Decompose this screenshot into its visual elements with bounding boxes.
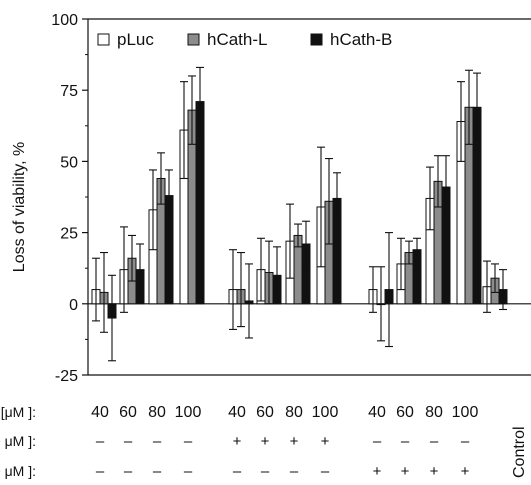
condition-value: 80 [148,404,166,421]
condition-value: – [430,433,439,450]
legend-label: hCath-L [207,30,267,49]
condition-value: + [430,463,439,480]
condition-value: 80 [285,404,303,421]
y-tick-label: 50 [60,154,78,171]
y-tick-label: -25 [55,368,78,385]
condition-value: + [401,463,410,480]
condition-value: – [124,433,133,450]
condition-value: 60 [396,404,414,421]
condition-value: + [233,433,242,450]
condition-value: 100 [452,404,479,421]
condition-value: – [373,433,382,450]
legend-label: pLuc [117,30,154,49]
legend: pLuc hCath-L hCath-B [97,30,392,49]
legend-swatch [310,33,323,46]
condition-value: 100 [312,404,339,421]
control-label: Control [511,426,528,478]
y-tick-label: 75 [60,83,78,100]
condition-row-label: HCl [μM ]: [0,404,36,420]
legend-label: hCath-B [330,30,392,49]
condition-value: – [321,463,330,480]
legend-swatch [187,33,200,46]
condition-value: + [290,433,299,450]
condition-value: – [401,433,410,450]
condition-value: – [184,463,193,480]
condition-value: 40 [91,404,109,421]
condition-value: 60 [256,404,274,421]
condition-value: 60 [119,404,137,421]
condition-row-label: [50 μM ]: [0,463,36,479]
axes: -25 0 25 50 75 100 Loss of viability, % [11,12,531,385]
condition-value: 40 [228,404,246,421]
y-tick-label: 100 [51,12,78,29]
condition-value: – [261,463,270,480]
condition-table: HCl [μM ]: 40 60 80 100 40 60 80 100 40 60 80 100 [50… [0,404,528,480]
condition-row-label: [50 μM ]: [0,433,36,449]
bars [91,66,508,362]
condition-value: – [461,433,470,450]
condition-value: + [261,433,270,450]
condition-value: + [373,463,382,480]
y-tick-label: 0 [69,297,78,314]
condition-value: – [290,463,299,480]
y-axis-label: Loss of viability, % [11,142,28,272]
condition-value: – [96,433,105,450]
condition-value: – [153,463,162,480]
condition-value: – [233,463,242,480]
condition-value: 40 [368,404,386,421]
condition-value: – [96,463,105,480]
condition-value: + [461,463,470,480]
legend-swatch [97,33,110,46]
condition-value: 100 [175,404,202,421]
condition-value: 80 [425,404,443,421]
condition-value: – [124,463,133,480]
condition-value: – [153,433,162,450]
y-tick-label: 25 [60,226,78,243]
condition-value: – [184,433,193,450]
condition-value: + [321,433,330,450]
